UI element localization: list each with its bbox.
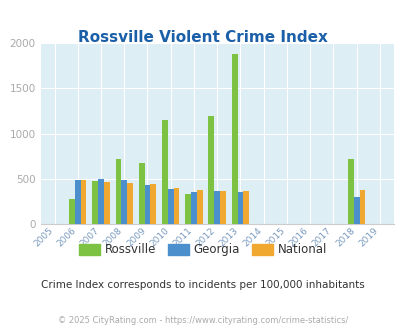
Bar	[127, 183, 133, 224]
Bar	[196, 190, 202, 224]
Bar	[185, 194, 191, 224]
Bar	[139, 163, 144, 224]
Bar	[359, 190, 364, 224]
Bar	[104, 182, 109, 224]
Text: © 2025 CityRating.com - https://www.cityrating.com/crime-statistics/: © 2025 CityRating.com - https://www.city…	[58, 315, 347, 325]
Bar	[220, 191, 225, 224]
Bar	[191, 192, 196, 224]
Bar	[243, 191, 249, 224]
Bar	[69, 199, 75, 224]
Bar	[347, 159, 353, 224]
Bar	[98, 179, 104, 224]
Bar	[231, 54, 237, 224]
Legend: Rossville, Georgia, National: Rossville, Georgia, National	[74, 239, 331, 261]
Bar	[173, 188, 179, 224]
Bar	[214, 191, 220, 224]
Text: Rossville Violent Crime Index: Rossville Violent Crime Index	[78, 30, 327, 45]
Bar	[75, 180, 81, 224]
Bar	[144, 185, 150, 224]
Bar	[167, 189, 173, 224]
Bar	[208, 116, 214, 224]
Bar	[353, 197, 359, 224]
Text: Crime Index corresponds to incidents per 100,000 inhabitants: Crime Index corresponds to incidents per…	[41, 280, 364, 290]
Bar	[162, 120, 167, 224]
Bar	[115, 159, 121, 224]
Bar	[121, 180, 127, 224]
Bar	[237, 192, 243, 224]
Bar	[81, 181, 86, 224]
Bar	[92, 181, 98, 224]
Bar	[150, 184, 156, 224]
